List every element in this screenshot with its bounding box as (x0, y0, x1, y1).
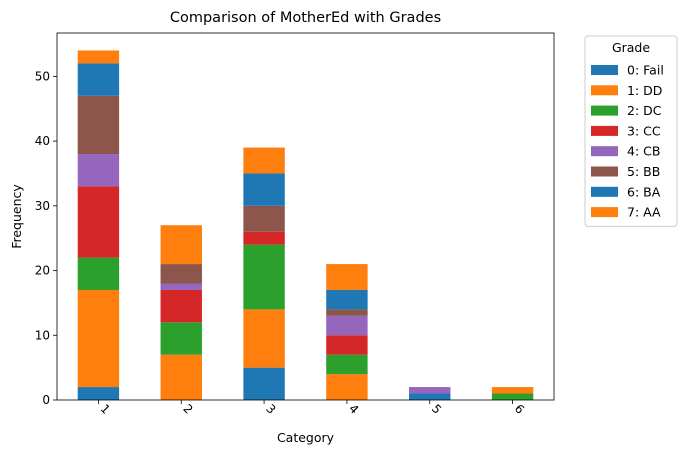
legend-label: 4: CB (627, 144, 660, 159)
legend-label: 2: DC (627, 103, 662, 118)
legend-title: Grade (612, 40, 650, 55)
bar-segment (77, 63, 120, 96)
bar-segment (326, 374, 368, 400)
bar-segment (243, 309, 285, 368)
x-axis: 1 2 3 4 5 6 (98, 400, 527, 417)
x-axis-label: Category (277, 430, 335, 445)
bar-segment (326, 315, 368, 336)
legend-label: 3: CC (627, 123, 661, 138)
bar-segment (326, 264, 368, 290)
y-tick-label: 0 (42, 393, 50, 407)
bar-segment (77, 95, 120, 155)
y-tick-label: 10 (35, 328, 50, 342)
legend-swatch (591, 65, 618, 75)
bar-segment (243, 231, 285, 245)
legend-swatch (591, 85, 618, 96)
legend-swatch (591, 146, 618, 157)
bar-segment (243, 173, 285, 206)
bar-segment (160, 264, 202, 284)
bar-segment (243, 205, 285, 232)
bar-segment (243, 367, 285, 400)
legend-swatch (591, 207, 618, 218)
x-tick-label: 6 (512, 402, 527, 417)
legend-swatch (591, 186, 618, 197)
x-tick-label: 1 (98, 402, 113, 417)
bar-segment (77, 186, 120, 258)
bar-segment (243, 244, 285, 310)
bar-segment (491, 393, 534, 400)
bar-segment (160, 354, 202, 400)
bar-segment (77, 289, 120, 388)
legend-box (584, 35, 678, 227)
bar-segment (77, 154, 120, 187)
x-tick-label: 2 (180, 402, 195, 417)
bar-segment (77, 387, 120, 400)
chart-title: Comparison of MotherEd with Grades (170, 10, 441, 26)
bar-segment (77, 257, 120, 290)
legend-label: 7: AA (627, 205, 661, 220)
legend-swatch (591, 166, 618, 177)
bar-segment (77, 50, 120, 64)
bar-segment (326, 335, 368, 355)
bar-segment (160, 225, 202, 265)
bars-group (77, 50, 534, 400)
y-tick-label: 40 (35, 134, 50, 148)
bar-segment (243, 147, 285, 174)
y-tick-label: 30 (35, 199, 50, 213)
bar-segment (160, 289, 202, 323)
bar-segment (491, 387, 534, 394)
x-tick-label: 5 (429, 402, 444, 417)
legend-swatch (591, 105, 618, 116)
bar-segment (326, 289, 368, 310)
y-axis-label: Frequency (9, 184, 24, 249)
bar-segment (409, 393, 451, 400)
bar-segment (160, 283, 202, 290)
legend-label: 5: BB (627, 164, 660, 179)
y-tick-label: 20 (35, 264, 50, 278)
bar-segment (160, 322, 202, 355)
plot-area-frame (56, 32, 555, 401)
legend-label: 1: DD (627, 83, 662, 98)
y-axis: 0 10 20 30 40 50 (35, 69, 57, 407)
x-tick-label: 4 (346, 402, 361, 417)
legend-label: 6: BA (627, 184, 661, 199)
legend-swatch (591, 125, 618, 136)
legend-items: 0: Fail 1: DD 2: DC 3: CC 4: CB 5: BB 6: BA 7: … (591, 63, 664, 220)
bar-segment (409, 387, 451, 394)
legend-label: 0: Fail (627, 63, 664, 78)
y-tick-label: 50 (35, 69, 50, 83)
bar-segment (326, 309, 368, 316)
bar-segment (326, 354, 368, 375)
legend: Grade 0: Fail 1: DD 2: DC 3: CC 4: CB 5: BB 6:… (584, 35, 678, 227)
x-tick-label: 3 (263, 402, 278, 417)
